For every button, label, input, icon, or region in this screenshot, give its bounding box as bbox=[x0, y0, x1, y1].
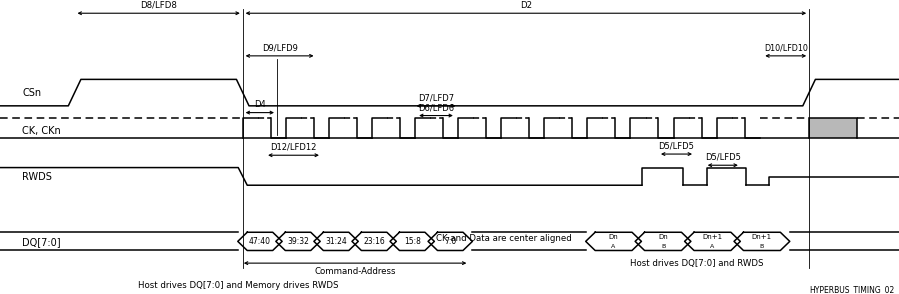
Text: Host drives DQ[7:0] and RWDS: Host drives DQ[7:0] and RWDS bbox=[630, 259, 763, 268]
Text: 47:40: 47:40 bbox=[249, 237, 271, 246]
Text: D4: D4 bbox=[254, 100, 266, 109]
Text: 15:8: 15:8 bbox=[404, 237, 421, 246]
Bar bbox=[809, 118, 857, 138]
Text: D6/LFD6: D6/LFD6 bbox=[418, 103, 454, 112]
Text: D7/LFD7: D7/LFD7 bbox=[418, 93, 454, 102]
Text: D9/LFD9: D9/LFD9 bbox=[262, 43, 298, 52]
Text: D8/LFD8: D8/LFD8 bbox=[140, 1, 177, 10]
Text: D5/LFD5: D5/LFD5 bbox=[659, 141, 694, 151]
Text: A: A bbox=[611, 243, 616, 249]
Text: Command-Address: Command-Address bbox=[315, 267, 396, 276]
Text: A: A bbox=[710, 243, 715, 249]
Text: Dn+1: Dn+1 bbox=[752, 234, 772, 240]
Text: DQ[7:0]: DQ[7:0] bbox=[22, 237, 61, 247]
Text: D2: D2 bbox=[520, 1, 532, 10]
Text: HYPERBUS_TIMING_02: HYPERBUS_TIMING_02 bbox=[809, 285, 895, 294]
Text: 31:24: 31:24 bbox=[325, 237, 347, 246]
Text: D10/LFD10: D10/LFD10 bbox=[764, 43, 807, 52]
Text: 7:0: 7:0 bbox=[444, 237, 457, 246]
Text: 39:32: 39:32 bbox=[287, 237, 309, 246]
Text: D12/LFD12: D12/LFD12 bbox=[271, 143, 316, 152]
Text: CK and Data are center aligned: CK and Data are center aligned bbox=[435, 234, 572, 243]
Text: CSn: CSn bbox=[22, 88, 41, 98]
Text: Dn: Dn bbox=[609, 234, 619, 240]
Text: Dn+1: Dn+1 bbox=[702, 234, 723, 240]
Text: RWDS: RWDS bbox=[22, 172, 52, 182]
Text: Host drives DQ[7:0] and Memory drives RWDS: Host drives DQ[7:0] and Memory drives RW… bbox=[138, 281, 339, 290]
Text: B: B bbox=[760, 243, 764, 249]
Text: Dn: Dn bbox=[658, 234, 668, 240]
Text: D5/LFD5: D5/LFD5 bbox=[705, 153, 741, 162]
Text: B: B bbox=[661, 243, 665, 249]
Text: CK, CKn: CK, CKn bbox=[22, 126, 61, 136]
Text: 23:16: 23:16 bbox=[363, 237, 385, 246]
